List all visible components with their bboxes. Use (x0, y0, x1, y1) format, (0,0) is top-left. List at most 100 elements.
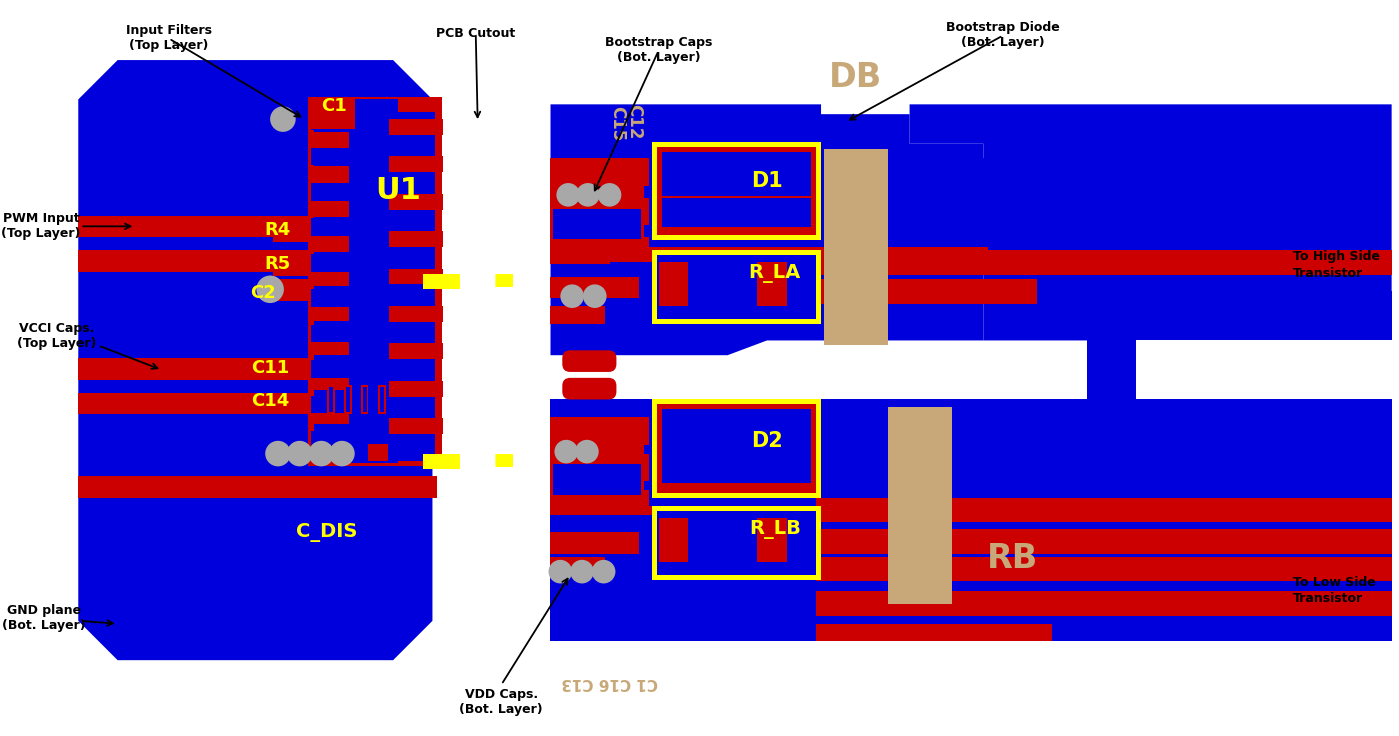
Text: Input Filters
(Top Layer): Input Filters (Top Layer) (126, 24, 211, 52)
Bar (315, 114, 348, 132)
Bar (550, 237, 988, 262)
Bar (346, 386, 350, 412)
Bar (315, 149, 348, 166)
Text: C1 C16 C13: C1 C16 C13 (561, 676, 658, 690)
Bar (361, 149, 389, 169)
Bar (422, 453, 467, 470)
Bar (662, 152, 811, 196)
Bar (550, 532, 639, 554)
Bar (312, 148, 351, 166)
Bar (308, 97, 355, 129)
Text: VCCI Caps.
(Top Layer): VCCI Caps. (Top Layer) (17, 322, 97, 350)
Bar (389, 157, 443, 172)
Bar (361, 367, 389, 386)
Bar (361, 385, 368, 414)
Bar (361, 222, 389, 241)
Bar (361, 112, 389, 132)
Bar (348, 99, 397, 464)
Bar (309, 99, 354, 464)
Polygon shape (78, 60, 432, 660)
Bar (554, 181, 641, 208)
Text: R5: R5 (264, 255, 291, 273)
Circle shape (575, 440, 599, 464)
Circle shape (256, 275, 284, 303)
Bar (550, 178, 644, 242)
Bar (312, 360, 351, 378)
Bar (389, 381, 443, 397)
Text: PWM Input
(Top Layer): PWM Input (Top Layer) (1, 212, 81, 241)
Polygon shape (909, 400, 1392, 640)
Text: Bootstrap Diode
(Bot. Layer): Bootstrap Diode (Bot. Layer) (946, 21, 1060, 49)
Bar (312, 254, 351, 272)
Bar (554, 181, 641, 239)
Bar (389, 269, 443, 284)
Bar (652, 250, 821, 324)
Bar (315, 252, 348, 269)
Bar (757, 517, 786, 562)
Bar (816, 498, 1392, 523)
Bar (816, 624, 1052, 642)
Bar (757, 262, 786, 306)
Text: C1: C1 (322, 97, 347, 116)
Circle shape (329, 441, 355, 467)
Bar (315, 424, 348, 442)
Bar (652, 142, 821, 240)
Text: PCB Cutout: PCB Cutout (436, 27, 515, 40)
Bar (245, 392, 309, 414)
Bar (554, 437, 641, 495)
Bar (381, 386, 385, 412)
Bar (816, 529, 1392, 554)
Bar (312, 289, 351, 307)
Bar (354, 97, 442, 467)
Bar (388, 444, 397, 461)
Bar (550, 277, 639, 298)
Text: C11: C11 (250, 359, 290, 377)
Bar (550, 242, 610, 263)
Bar (1087, 291, 1392, 341)
Bar (554, 437, 641, 464)
Bar (361, 294, 389, 314)
Bar (550, 453, 988, 481)
Bar (329, 386, 333, 412)
Bar (816, 591, 1392, 616)
Bar (378, 385, 386, 414)
FancyBboxPatch shape (460, 122, 495, 622)
Bar (361, 185, 389, 205)
Text: GND plane
(Bot. Layer): GND plane (Bot. Layer) (1, 604, 85, 632)
Text: Transistor: Transistor (1293, 267, 1364, 280)
Bar (362, 386, 367, 412)
Bar (656, 255, 816, 319)
Bar (389, 119, 443, 135)
Bar (389, 418, 443, 434)
Text: C12: C12 (625, 105, 644, 140)
Bar (550, 434, 644, 498)
FancyBboxPatch shape (562, 378, 617, 400)
Bar (245, 358, 309, 380)
Bar (312, 219, 351, 236)
Circle shape (583, 284, 607, 308)
Polygon shape (909, 105, 1392, 341)
Circle shape (554, 440, 578, 464)
Bar (344, 385, 351, 414)
Bar (312, 183, 351, 201)
Bar (78, 476, 438, 498)
Bar (312, 395, 351, 413)
Text: C2: C2 (250, 284, 276, 302)
Bar (1087, 291, 1136, 537)
Bar (315, 355, 348, 373)
Circle shape (557, 183, 581, 207)
Bar (309, 99, 438, 127)
Bar (462, 274, 513, 287)
Bar (462, 453, 513, 467)
Text: VDD Caps.
(Bot. Layer): VDD Caps. (Bot. Layer) (459, 688, 543, 716)
Bar (816, 250, 1392, 275)
Bar (550, 306, 604, 324)
Bar (361, 330, 389, 350)
Circle shape (597, 183, 621, 207)
Text: To Low Side: To Low Side (1293, 576, 1377, 589)
Text: C15: C15 (609, 107, 627, 141)
Bar (327, 385, 334, 414)
Circle shape (548, 560, 572, 584)
Polygon shape (550, 105, 983, 355)
Bar (315, 217, 348, 236)
